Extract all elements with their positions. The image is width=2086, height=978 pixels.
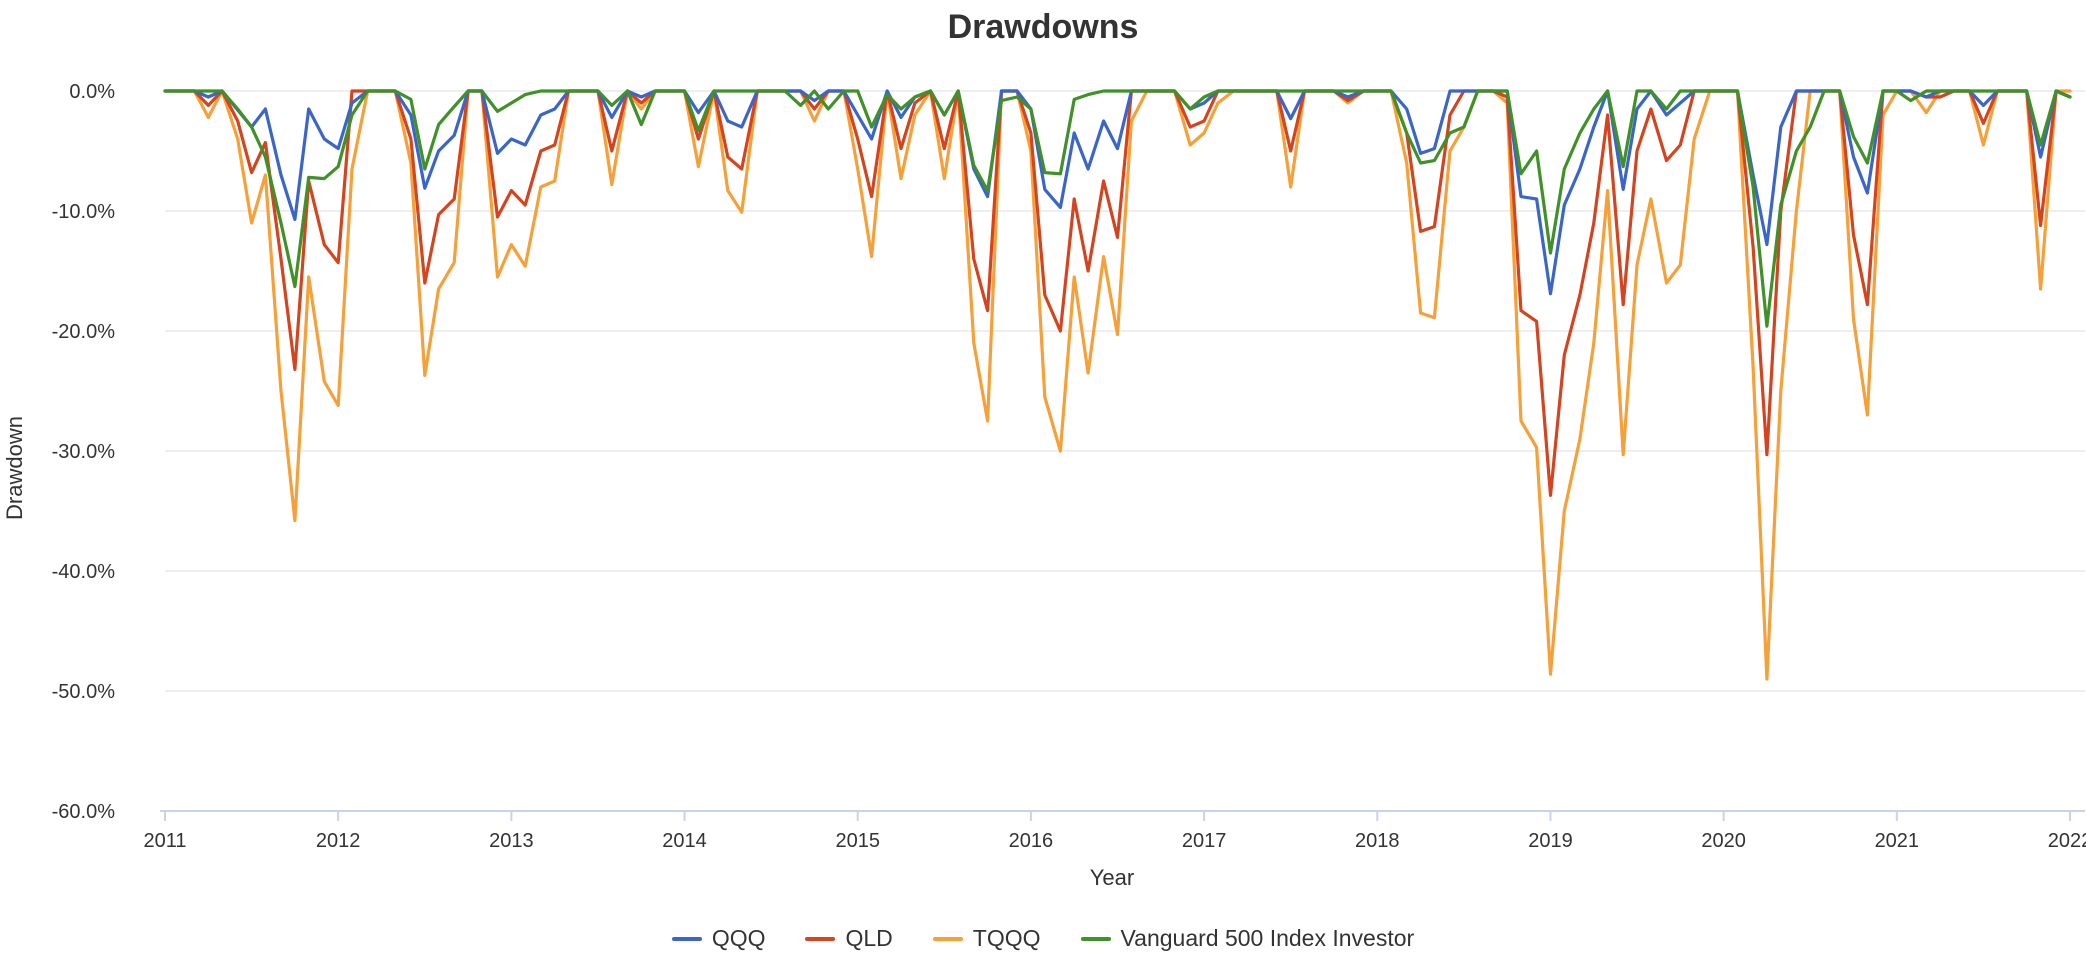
x-tick-label: 2014 bbox=[662, 830, 707, 852]
series-line-qld[interactable] bbox=[163, 89, 2072, 497]
y-tick-label: -10.0% bbox=[52, 201, 116, 223]
legend: QQQ QLD TQQQ Vanguard 500 Index Investor bbox=[0, 925, 2086, 952]
y-tick-label: -60.0% bbox=[52, 801, 116, 823]
x-axis-title: Year bbox=[1090, 865, 1134, 890]
x-tick-label: 2019 bbox=[1528, 830, 1573, 852]
series-line-vanguard-500-index-investor[interactable] bbox=[163, 89, 2072, 328]
y-axis: 0.0% -10.0% -20.0% -30.0% -40.0% -50.0% -60.0% bbox=[52, 81, 116, 823]
x-tick-label: 2020 bbox=[1701, 830, 1746, 852]
legend-label: QQQ bbox=[711, 925, 766, 951]
x-tick-label: 2015 bbox=[835, 830, 880, 852]
y-tick-label: -30.0% bbox=[52, 441, 116, 463]
legend-swatch bbox=[1080, 936, 1111, 941]
legend-item-qld[interactable]: QLD bbox=[805, 925, 893, 952]
legend-label: Vanguard 500 Index Investor bbox=[1120, 925, 1415, 951]
legend-swatch bbox=[805, 936, 836, 941]
y-axis-title: Drawdown bbox=[2, 416, 27, 520]
x-tick-label: 2022 bbox=[2048, 830, 2086, 852]
gridlines bbox=[165, 90, 2085, 692]
legend-item-vanguard-500-index-investor[interactable]: Vanguard 500 Index Investor bbox=[1080, 925, 1415, 952]
legend-swatch bbox=[671, 936, 702, 941]
chart-title: Drawdowns bbox=[947, 8, 1139, 46]
y-tick-label: -20.0% bbox=[52, 321, 116, 343]
y-tick-label: 0.0% bbox=[69, 81, 115, 103]
x-tick-label: 2011 bbox=[143, 830, 186, 852]
legend-label: TQQQ bbox=[972, 925, 1041, 951]
x-axis: 2011 2012 2013 2014 2015 2016 2017 2018 2019 2020… bbox=[143, 810, 2086, 852]
x-tick-label: 2018 bbox=[1355, 830, 1400, 852]
x-tick-label: 2012 bbox=[316, 830, 361, 852]
x-tick-label: 2016 bbox=[1009, 830, 1054, 852]
legend-swatch bbox=[932, 936, 963, 941]
x-tick-label: 2013 bbox=[489, 830, 534, 852]
x-tick-label: 2021 bbox=[1875, 830, 1920, 852]
legend-item-tqqq[interactable]: TQQQ bbox=[932, 925, 1041, 952]
legend-label: QLD bbox=[845, 925, 893, 951]
x-tick-label: 2017 bbox=[1182, 830, 1227, 852]
series-lines bbox=[163, 89, 2072, 681]
y-tick-label: -40.0% bbox=[52, 561, 116, 583]
legend-item-qqq[interactable]: QQQ bbox=[671, 925, 766, 952]
y-tick-label: -50.0% bbox=[52, 681, 116, 703]
